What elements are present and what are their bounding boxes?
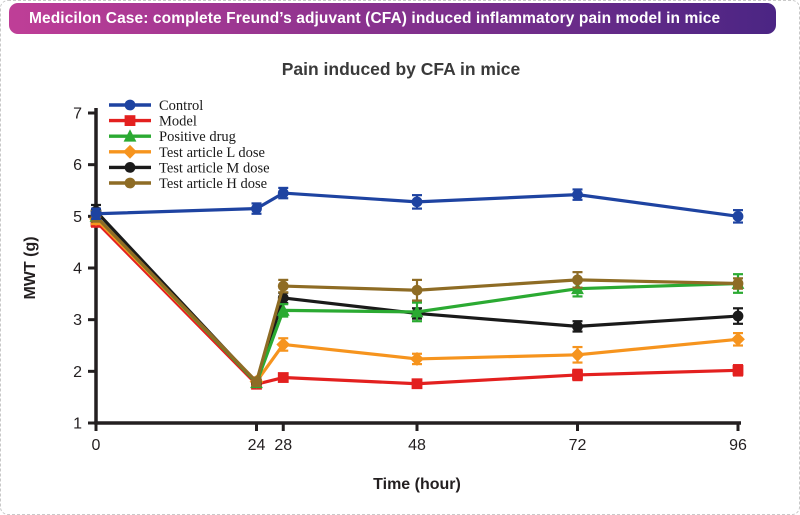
x-tick-label: 96 — [729, 437, 747, 454]
y-tick-label: 7 — [73, 106, 82, 123]
data-point-test-article-l-dose — [276, 337, 291, 352]
data-point-test-article-h-dose — [251, 376, 262, 388]
data-point-control — [411, 196, 423, 208]
legend-marker-test-article-h-dose — [124, 177, 136, 189]
x-tick-label: 48 — [408, 437, 426, 454]
data-point-positive-drug — [276, 303, 290, 316]
data-point-test-article-h-dose — [572, 274, 583, 286]
y-tick-label: 3 — [73, 312, 82, 329]
data-point-control — [251, 203, 262, 214]
data-point-model — [572, 369, 583, 381]
data-point-test-article-l-dose — [731, 332, 745, 347]
x-tick-label: 28 — [274, 437, 292, 454]
x-tick-label: 0 — [92, 437, 101, 454]
data-point-control — [90, 208, 102, 220]
data-point-test-article-l-dose — [410, 352, 424, 366]
legend-label-positive-drug: Positive drug — [159, 129, 236, 145]
y-tick-label: 4 — [73, 261, 82, 278]
legend-marker-positive-drug — [123, 129, 137, 142]
x-tick-label: 24 — [248, 437, 266, 454]
x-tick-label: 72 — [569, 437, 587, 454]
data-point-control — [277, 187, 289, 199]
data-point-test-article-h-dose — [277, 280, 289, 292]
data-point-test-article-m-dose — [572, 320, 583, 332]
legend-label-control: Control — [159, 98, 203, 114]
legend-marker-control — [124, 99, 136, 111]
legend-label-test-article-m-dose: Test article M dose — [159, 160, 270, 176]
data-point-test-article-l-dose — [570, 347, 585, 362]
data-point-positive-drug — [410, 305, 424, 318]
legend-label-test-article-l-dose: Test article L dose — [159, 145, 265, 161]
data-point-control — [732, 210, 744, 222]
y-tick-label: 6 — [73, 157, 82, 174]
y-axis-title: MWT (g) — [22, 236, 39, 299]
data-point-model — [411, 378, 423, 390]
chart-title: Pain induced by CFA in mice — [281, 59, 521, 79]
legend-marker-test-article-m-dose — [124, 162, 136, 173]
data-point-test-article-h-dose — [411, 284, 423, 296]
data-point-control — [572, 189, 583, 201]
case-banner: Medicilon Case: complete Freund’s adjuva… — [9, 3, 776, 34]
legend-label-test-article-h-dose: Test article H dose — [159, 176, 267, 192]
y-tick-label: 1 — [73, 416, 82, 433]
legend-marker-test-article-l-dose — [123, 144, 137, 159]
series-line-control — [95, 191, 739, 218]
x-axis-title: Time (hour) — [373, 476, 461, 493]
banner-title: Medicilon Case: complete Freund’s adjuva… — [29, 9, 721, 27]
y-tick-label: 5 — [73, 209, 82, 226]
legend-marker-model — [124, 115, 136, 126]
data-point-model — [277, 372, 289, 383]
series-line-test-article-h-dose — [94, 215, 739, 384]
data-point-model — [732, 364, 744, 376]
data-point-test-article-m-dose — [732, 310, 744, 322]
y-tick-label: 2 — [73, 364, 82, 381]
data-point-test-article-h-dose — [732, 278, 744, 289]
legend-label-model: Model — [159, 114, 197, 130]
